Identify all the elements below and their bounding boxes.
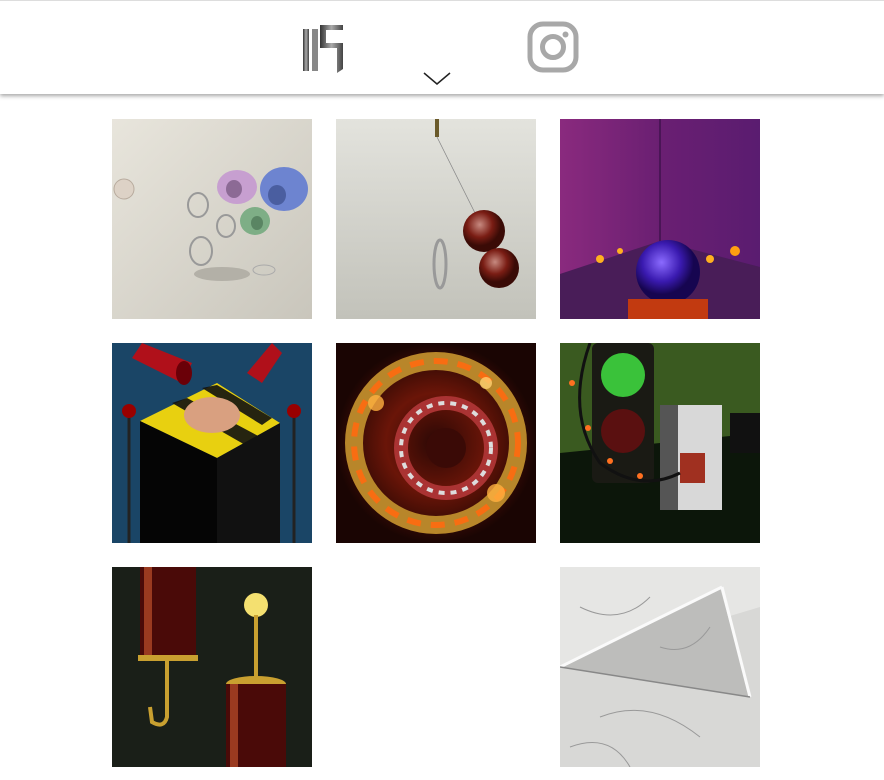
thumbnail: [336, 343, 536, 543]
thumbnail: [560, 119, 760, 319]
thumbnail: [112, 567, 312, 767]
thumbnail: [336, 119, 536, 319]
gallery-tile[interactable]: [112, 343, 312, 543]
header: [0, 0, 884, 94]
gallery-tile[interactable]: [560, 343, 760, 543]
logo[interactable]: [300, 21, 346, 77]
gallery-tile[interactable]: [112, 119, 312, 319]
instagram-icon[interactable]: [526, 20, 580, 74]
thumbnail: [112, 343, 312, 543]
menu-toggle[interactable]: [422, 71, 452, 87]
gallery-tile[interactable]: [336, 343, 536, 543]
gallery-tile[interactable]: [336, 119, 536, 319]
thumbnail: [112, 119, 312, 319]
gallery-tile[interactable]: [560, 567, 760, 767]
thumbnail: [560, 343, 760, 543]
gallery-tile[interactable]: [560, 119, 760, 319]
thumbnail: [560, 567, 760, 767]
gallery-tile[interactable]: [112, 567, 312, 767]
